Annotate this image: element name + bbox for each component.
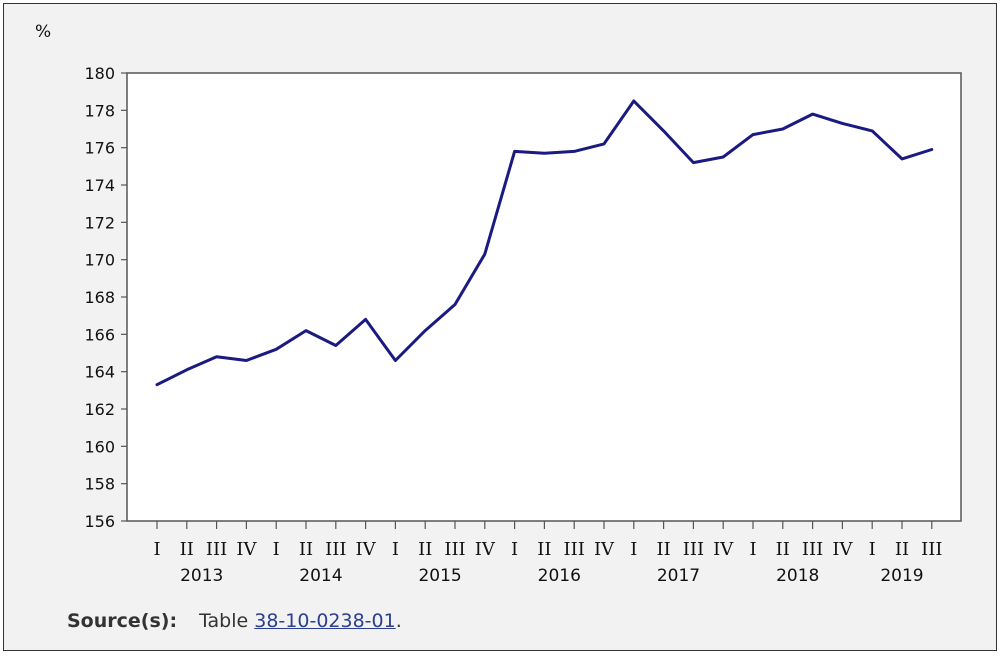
year-label: 2019 xyxy=(880,566,923,586)
y-tick-label: 162 xyxy=(84,400,115,419)
data-point xyxy=(182,365,192,375)
x-tick-label: IV xyxy=(713,539,734,560)
x-tick-label: II xyxy=(299,539,313,560)
x-tick-label: III xyxy=(444,539,465,560)
year-label: 2016 xyxy=(538,566,581,586)
x-tick-label: II xyxy=(895,539,909,560)
x-tick-label: I xyxy=(511,539,518,560)
y-axis: 156 158 160 162 164 166 168 170 172 174 176 178 180 xyxy=(84,64,127,531)
data-point xyxy=(450,299,460,309)
x-tick-label: IV xyxy=(832,539,853,560)
y-tick-label: 180 xyxy=(84,64,115,83)
x-tick-label: I xyxy=(273,539,280,560)
y-tick-label: 176 xyxy=(84,139,115,158)
y-tick-label: 178 xyxy=(84,101,115,120)
year-label: 2017 xyxy=(657,566,700,586)
data-point xyxy=(539,148,549,158)
y-tick-label: 174 xyxy=(84,176,115,195)
source-label: Source(s): xyxy=(67,610,178,632)
data-point xyxy=(361,314,371,324)
x-tick-label: III xyxy=(683,539,704,560)
y-tick-label: 168 xyxy=(84,288,115,307)
data-point xyxy=(480,249,490,259)
year-label: 2014 xyxy=(299,566,342,586)
x-tick-label: II xyxy=(656,539,670,560)
data-point xyxy=(659,126,669,136)
data-point xyxy=(629,96,639,106)
data-point xyxy=(897,154,907,164)
y-tick-label: 170 xyxy=(84,251,115,270)
x-axis: I II III IV I II III IV I II III IV I II III IV I II III IV… xyxy=(153,521,942,586)
data-point xyxy=(569,146,579,156)
data-point xyxy=(778,124,788,134)
data-point xyxy=(927,145,937,155)
series-layer xyxy=(152,96,937,390)
y-tick-label: 166 xyxy=(84,325,115,344)
data-point xyxy=(599,139,609,149)
series-line xyxy=(155,99,934,387)
y-tick-label: 160 xyxy=(84,437,115,456)
x-tick-label: I xyxy=(392,539,399,560)
data-point xyxy=(688,158,698,168)
data-point xyxy=(241,355,251,365)
x-tick-label: I xyxy=(630,539,637,560)
year-label: 2018 xyxy=(776,566,819,586)
x-tick-label: III xyxy=(206,539,227,560)
data-point xyxy=(718,152,728,162)
x-tick-label: II xyxy=(180,539,194,560)
year-label: 2015 xyxy=(418,566,461,586)
data-point xyxy=(212,352,222,362)
data-point xyxy=(301,326,311,336)
y-axis-label: % xyxy=(35,22,51,42)
x-tick-label: IV xyxy=(594,539,615,560)
data-point xyxy=(808,109,818,119)
x-tick-label: I xyxy=(869,539,876,560)
data-point xyxy=(331,341,341,351)
x-tick-label: IV xyxy=(475,539,496,560)
source-prefix: Table xyxy=(199,610,255,632)
x-tick-label: II xyxy=(776,539,790,560)
source-note: Source(s): Table 38-10-0238-01. xyxy=(67,610,402,632)
x-tick-label: II xyxy=(537,539,551,560)
data-point xyxy=(867,126,877,136)
data-point xyxy=(510,146,520,156)
x-tick-label: I xyxy=(153,539,160,560)
y-tick-label: 172 xyxy=(84,213,115,232)
data-point xyxy=(420,326,430,336)
x-tick-label: III xyxy=(564,539,585,560)
x-tick-label: III xyxy=(325,539,346,560)
y-tick-label: 158 xyxy=(84,475,115,494)
data-point xyxy=(390,355,400,365)
data-point xyxy=(152,380,162,390)
x-tick-label: III xyxy=(802,539,823,560)
plot-area xyxy=(126,72,962,522)
data-point xyxy=(837,118,847,128)
data-point xyxy=(271,344,281,354)
y-tick-label: 156 xyxy=(84,512,115,531)
source-suffix: . xyxy=(395,610,402,632)
x-tick-label: I xyxy=(749,539,756,560)
x-tick-label: IV xyxy=(236,539,257,560)
x-tick-label: IV xyxy=(356,539,377,560)
x-tick-label: II xyxy=(418,539,432,560)
x-tick-label: III xyxy=(921,539,942,560)
year-label: 2013 xyxy=(180,566,223,586)
source-table-link[interactable]: 38-10-0238-01 xyxy=(254,610,396,632)
y-tick-label: 164 xyxy=(84,363,115,382)
data-point xyxy=(748,130,758,140)
